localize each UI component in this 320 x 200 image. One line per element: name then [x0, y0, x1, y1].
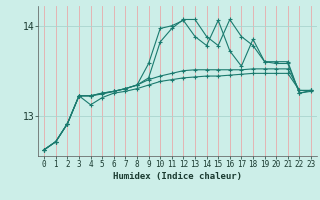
X-axis label: Humidex (Indice chaleur): Humidex (Indice chaleur) [113, 172, 242, 181]
